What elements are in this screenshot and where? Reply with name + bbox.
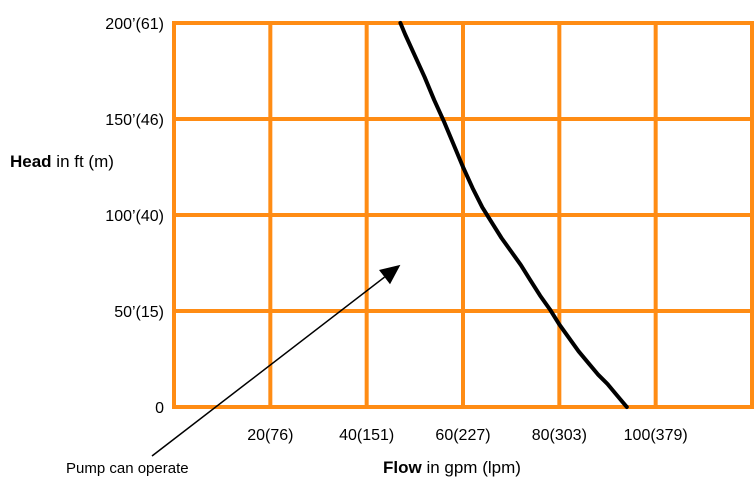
x-tick-label: 80(303) bbox=[532, 427, 587, 444]
y-tick-label: 150’(46) bbox=[105, 112, 164, 129]
annotation-arrow-line bbox=[151, 276, 385, 457]
y-tick-label: 200’(61) bbox=[105, 16, 164, 33]
x-tick-label: 40(151) bbox=[339, 427, 394, 444]
y-tick-label: 100’(40) bbox=[105, 208, 164, 225]
x-axis-label-rest: in gpm (lpm) bbox=[422, 458, 521, 477]
x-tick-label: 20(76) bbox=[247, 427, 293, 444]
annotation-text: Pump can operate bbox=[66, 460, 189, 477]
y-axis-label: Head in ft (m) bbox=[10, 152, 114, 171]
y-tick-label: 50’(15) bbox=[114, 304, 164, 321]
x-axis-label: Flow in gpm (lpm) bbox=[383, 458, 521, 477]
grid-layer bbox=[172, 21, 754, 409]
label-layer: 0 50’(15) 100’(40) 150’(46) 200’(61) 20(76) 40… bbox=[105, 16, 688, 457]
y-axis-label-bold: Head bbox=[10, 152, 52, 171]
y-tick-label: 0 bbox=[155, 400, 164, 417]
x-axis-label-bold: Flow bbox=[383, 458, 422, 477]
curve-layer bbox=[398, 21, 629, 409]
x-tick-label: 60(227) bbox=[435, 427, 490, 444]
y-axis-label-rest: in ft (m) bbox=[52, 152, 114, 171]
annotation-arrow-head bbox=[379, 264, 401, 285]
x-tick-label: 100(379) bbox=[624, 427, 688, 444]
pump-curve-line bbox=[398, 21, 629, 409]
